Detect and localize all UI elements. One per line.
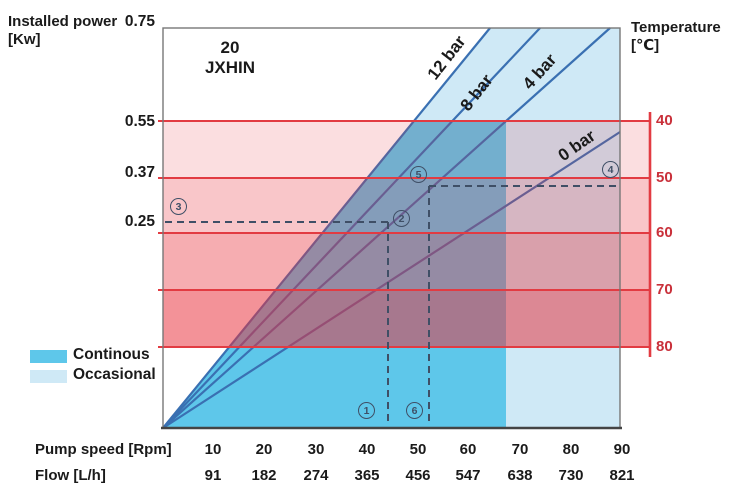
- temp-tick-70: 70: [656, 281, 673, 298]
- pump-speed-label: Pump speed [Rpm]: [35, 441, 172, 458]
- marker-3: 3: [170, 198, 187, 215]
- chart-title-series: JXHIN: [204, 58, 256, 77]
- flow-tick-638: 638: [507, 467, 533, 484]
- chart-title-model: 20: [220, 38, 240, 57]
- line-4bar: [162, 27, 611, 429]
- speed-tick-80: 80: [562, 441, 580, 458]
- temp-tick-40: 40: [656, 112, 673, 129]
- flow-tick-182: 182: [251, 467, 277, 484]
- speed-tick-20: 20: [255, 441, 273, 458]
- marker-2: 2: [393, 210, 410, 227]
- pressure-lines: [162, 27, 621, 429]
- band-60-70: [163, 233, 650, 290]
- speed-tick-70: 70: [511, 441, 529, 458]
- continuous-label: Continous: [73, 346, 150, 363]
- temperature-bands: [163, 121, 650, 347]
- flow-tick-274: 274: [303, 467, 329, 484]
- speed-tick-10: 10: [204, 441, 222, 458]
- speed-tick-30: 30: [307, 441, 325, 458]
- marker-1: 1: [358, 402, 375, 419]
- speed-tick-50: 50: [409, 441, 427, 458]
- power-tick-055: 0.55: [124, 113, 155, 130]
- installed-power-label: Installed power: [8, 13, 118, 30]
- dashed-reference-lines: [165, 185, 618, 426]
- temperature-lines: [158, 112, 652, 357]
- line-12bar: [162, 27, 491, 429]
- temperature-unit: [℃]: [631, 37, 660, 54]
- flow-tick-456: 456: [405, 467, 431, 484]
- power-tick-025: 0.25: [124, 213, 155, 230]
- flow-tick-547: 547: [455, 467, 481, 484]
- flow-tick-821: 821: [609, 467, 635, 484]
- line-0bar: [162, 131, 621, 429]
- flow-tick-91: 91: [204, 467, 222, 484]
- occasional-swatch: [30, 370, 67, 383]
- installed-power-unit: [Kw]: [8, 31, 41, 48]
- marker-6: 6: [406, 402, 423, 419]
- temp-tick-60: 60: [656, 224, 673, 241]
- occasional-label: Occasional: [73, 366, 156, 383]
- power-tick-037: 0.37: [124, 164, 155, 181]
- band-70-80: [163, 290, 650, 347]
- continuous-swatch: [30, 350, 67, 363]
- power-tick-075: 0.75: [124, 13, 155, 30]
- flow-tick-365: 365: [354, 467, 380, 484]
- speed-tick-90: 90: [613, 441, 631, 458]
- chart-title: 20 JXHIN: [178, 38, 282, 78]
- marker-5: 5: [410, 166, 427, 183]
- temp-tick-80: 80: [656, 338, 673, 355]
- speed-tick-40: 40: [358, 441, 376, 458]
- temp-tick-50: 50: [656, 169, 673, 186]
- speed-tick-60: 60: [459, 441, 477, 458]
- marker-4: 4: [602, 161, 619, 178]
- band-40-50: [163, 121, 650, 178]
- flow-tick-730: 730: [558, 467, 584, 484]
- line-8bar: [162, 27, 541, 429]
- flow-label: Flow [L/h]: [35, 467, 106, 484]
- temperature-label: Temperature: [631, 19, 721, 36]
